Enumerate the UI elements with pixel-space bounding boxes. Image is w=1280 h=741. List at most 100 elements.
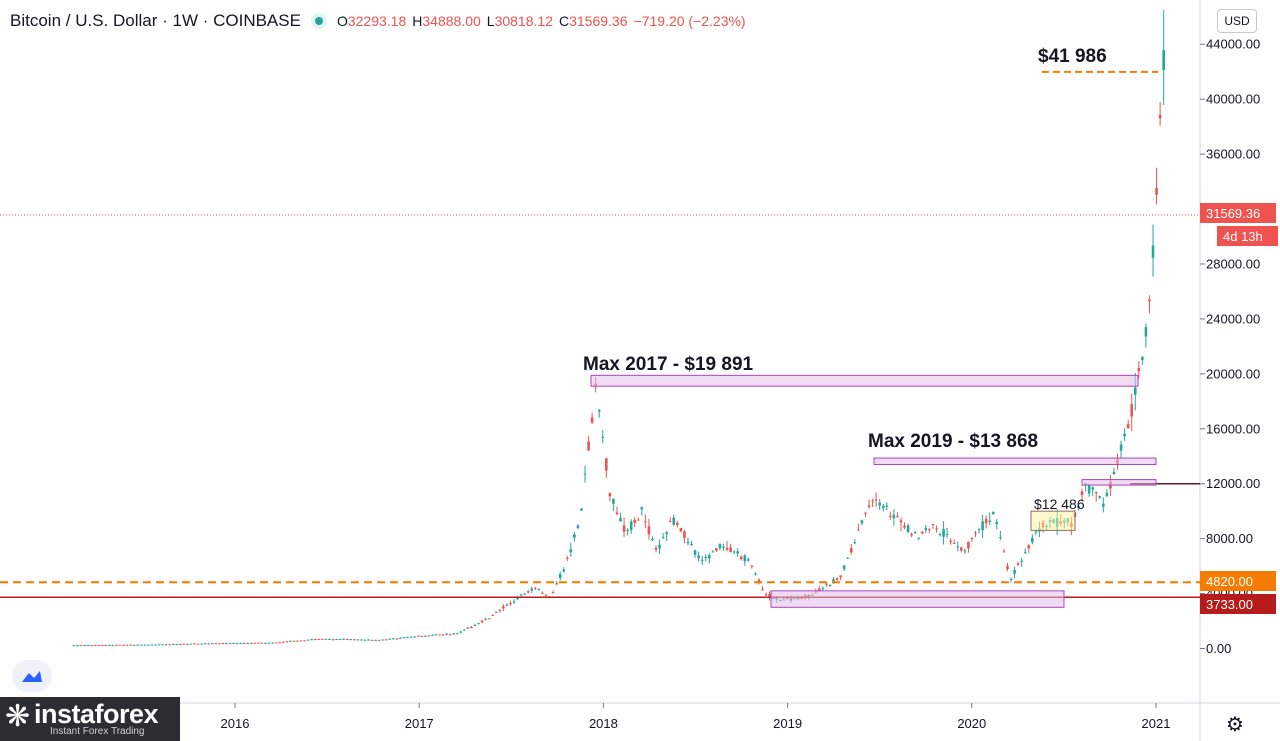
x-tick-label: 2018 bbox=[589, 716, 618, 731]
candle-body bbox=[196, 643, 200, 645]
candle-body bbox=[704, 557, 708, 559]
candle-body bbox=[292, 640, 296, 642]
candle-body bbox=[175, 643, 179, 645]
candle-body bbox=[328, 638, 331, 640]
candle-body bbox=[743, 555, 747, 562]
candle-body bbox=[352, 639, 356, 641]
candle-body bbox=[516, 597, 519, 600]
candle-body bbox=[171, 644, 175, 646]
candle-body bbox=[839, 575, 842, 578]
candle-body bbox=[1020, 560, 1023, 562]
candle-body bbox=[629, 521, 633, 531]
candle-body bbox=[530, 588, 534, 591]
candle-body bbox=[917, 537, 921, 539]
candle-body bbox=[984, 518, 988, 524]
annotation-label: Max 2017 - $19 891 bbox=[583, 354, 754, 375]
candle-body bbox=[395, 638, 399, 640]
support-zone-box bbox=[770, 590, 1065, 608]
candle-body bbox=[431, 634, 434, 636]
y-tick-label: 44000.00 bbox=[1206, 37, 1260, 52]
candle-body bbox=[1080, 491, 1084, 496]
candle-body bbox=[147, 644, 150, 646]
candle-body bbox=[835, 578, 839, 580]
candle-body bbox=[622, 525, 626, 532]
y-tick-label: 20000.00 bbox=[1206, 366, 1260, 381]
candle-body bbox=[317, 638, 321, 640]
candle-body bbox=[608, 493, 612, 497]
candle-body bbox=[349, 639, 353, 641]
candle-body bbox=[466, 627, 470, 629]
candle-body bbox=[278, 642, 282, 644]
candle-body bbox=[218, 643, 221, 645]
candle-body bbox=[665, 532, 668, 535]
candle-body bbox=[139, 644, 143, 646]
candle-body bbox=[899, 520, 903, 523]
candle-body bbox=[189, 643, 193, 645]
candle-body bbox=[892, 514, 896, 519]
candle-body bbox=[214, 643, 218, 645]
candle-body bbox=[242, 642, 246, 644]
currency-button[interactable]: USD bbox=[1217, 9, 1257, 33]
candle-body bbox=[885, 505, 889, 507]
candle-body bbox=[881, 505, 885, 508]
candle-body bbox=[83, 645, 86, 647]
y-tick-label: 36000.00 bbox=[1206, 147, 1260, 162]
y-tick-label: 12000.00 bbox=[1206, 476, 1260, 491]
candle-body bbox=[654, 547, 658, 550]
candle-body bbox=[93, 644, 97, 646]
tradingview-logo-icon[interactable] bbox=[12, 660, 52, 692]
candle-body bbox=[271, 642, 274, 644]
candle-body bbox=[1144, 327, 1148, 337]
level-4820-tag: 4820.00 bbox=[1200, 571, 1276, 591]
candle-body bbox=[1112, 472, 1116, 475]
candle-body bbox=[1091, 487, 1094, 490]
candle-body bbox=[768, 593, 771, 598]
candle-body bbox=[1077, 505, 1080, 508]
candle-body bbox=[260, 642, 264, 644]
gear-icon[interactable]: ⚙ bbox=[1226, 714, 1244, 736]
symbol-title[interactable]: Bitcoin / U.S. Dollar · 1W · COINBASE bbox=[10, 11, 301, 30]
candle-body bbox=[1087, 485, 1091, 494]
candle-body bbox=[76, 645, 79, 647]
candle-body bbox=[967, 541, 970, 549]
y-tick-label: 0.00 bbox=[1206, 641, 1231, 656]
candle-body bbox=[1009, 578, 1013, 580]
candle-body bbox=[732, 551, 736, 553]
x-tick-label: 2019 bbox=[773, 716, 802, 731]
candle-body bbox=[945, 534, 949, 536]
candle-body bbox=[1094, 491, 1098, 494]
candle-body bbox=[668, 520, 672, 522]
x-tick-label: 2017 bbox=[405, 716, 434, 731]
candle-body bbox=[377, 639, 381, 641]
candle-body bbox=[644, 521, 647, 523]
candle-body bbox=[825, 583, 828, 585]
candle-body bbox=[345, 639, 349, 641]
candle-body bbox=[459, 631, 463, 633]
candle-body bbox=[210, 643, 214, 645]
candle-body bbox=[285, 641, 289, 643]
x-tick-label: 2020 bbox=[957, 716, 986, 731]
candle-body bbox=[416, 635, 420, 637]
candle-body bbox=[232, 642, 235, 644]
chart-header: Bitcoin / U.S. Dollar · 1W · COINBASE O3… bbox=[10, 10, 746, 32]
y-tick-label: 16000.00 bbox=[1206, 421, 1260, 436]
candle-body bbox=[569, 549, 573, 553]
y-tick-label: 8000.00 bbox=[1206, 531, 1253, 546]
candle-body bbox=[683, 531, 686, 538]
candle-body bbox=[239, 642, 242, 644]
candle-body bbox=[913, 532, 917, 534]
candle-body bbox=[296, 640, 299, 642]
candle-body bbox=[690, 544, 693, 546]
candle-body bbox=[541, 592, 544, 594]
candle-body bbox=[860, 520, 864, 524]
candle-body bbox=[821, 588, 825, 590]
candle-body bbox=[264, 642, 267, 644]
candle-body bbox=[999, 537, 1002, 539]
candle-body bbox=[605, 458, 608, 471]
candle-body bbox=[455, 633, 459, 635]
candle-body bbox=[289, 641, 292, 643]
candle-body bbox=[977, 528, 981, 530]
candle-body bbox=[573, 534, 576, 538]
candle-body bbox=[246, 642, 250, 644]
